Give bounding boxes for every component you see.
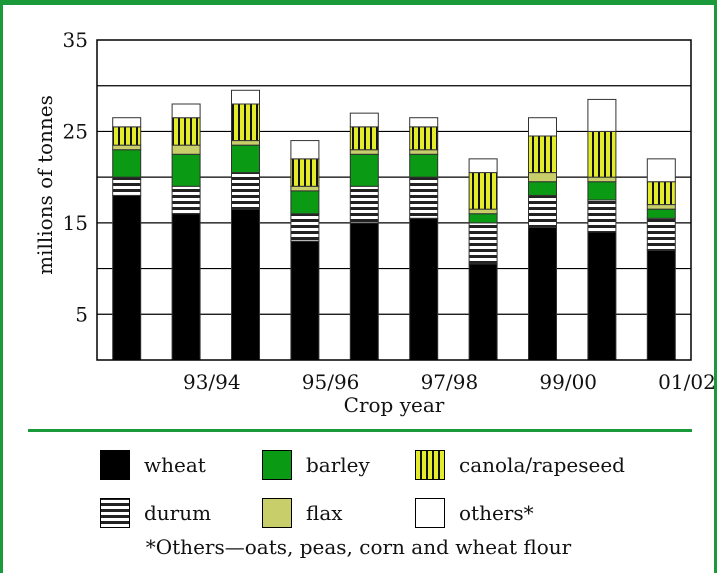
bar-segment-others bbox=[349, 112, 379, 128]
bar-segment-durum bbox=[231, 172, 260, 210]
bar-segment-durum bbox=[171, 185, 201, 215]
bar-segment-flax bbox=[587, 176, 617, 183]
bar-segment-wheat bbox=[171, 213, 201, 361]
others-swatch bbox=[415, 498, 445, 528]
legend-divider bbox=[28, 429, 692, 432]
wheat-swatch bbox=[100, 450, 130, 480]
x-tick-label: 93/94 bbox=[183, 370, 241, 394]
bar-segment-canola-rapeseed bbox=[409, 126, 439, 151]
bar-segment-wheat bbox=[646, 249, 676, 361]
legend-label-flax: flax bbox=[306, 501, 343, 525]
legend-label-wheat: wheat bbox=[144, 453, 206, 477]
bar-segment-canola-rapeseed bbox=[290, 158, 320, 187]
y-tick-labels: 5 15 25 35 bbox=[63, 28, 88, 326]
bar-segment-canola-rapeseed bbox=[468, 172, 498, 210]
legend-label-barley: barley bbox=[306, 453, 370, 477]
bar-segment-canola-rapeseed bbox=[171, 117, 201, 146]
bar-segment-barley bbox=[231, 144, 260, 174]
bar-segment-flax bbox=[409, 149, 439, 155]
bar-segment-flax bbox=[528, 172, 557, 183]
bar-segment-barley bbox=[468, 213, 498, 224]
bar-segment-barley bbox=[528, 181, 557, 196]
bar-segment-others bbox=[587, 98, 617, 132]
bar-segment-others bbox=[231, 89, 260, 105]
stacked-bar-chart: 5 15 25 35 93/94 95/96 97/98 99/00 01/02 millio… bbox=[33, 28, 716, 417]
bar-segment-durum bbox=[587, 199, 617, 233]
bar-segment-canola-rapeseed bbox=[112, 126, 142, 146]
bar-segment-others bbox=[528, 117, 557, 137]
bar-segment-durum bbox=[349, 185, 379, 224]
bar-segment-durum bbox=[409, 176, 439, 219]
x-tick-label: 01/02 bbox=[658, 370, 716, 394]
bar-segment-others bbox=[112, 117, 142, 128]
legend-item-others: others* bbox=[415, 498, 534, 528]
bar-segment-durum bbox=[290, 213, 320, 242]
bar-segment-durum bbox=[468, 222, 498, 265]
barley-swatch bbox=[262, 450, 292, 480]
bar-segment-barley bbox=[290, 190, 320, 215]
legend-label-others: others* bbox=[459, 501, 534, 525]
bar-segment-flax bbox=[112, 144, 142, 151]
bar-segment-barley bbox=[409, 153, 439, 178]
bar-segment-canola-rapeseed bbox=[528, 135, 557, 174]
bar-segment-flax bbox=[290, 185, 320, 192]
legend-item-durum: durum bbox=[100, 498, 211, 528]
flax-swatch bbox=[262, 498, 292, 528]
bar-segment-barley bbox=[349, 153, 379, 187]
x-tick-labels: 93/94 95/96 97/98 99/00 01/02 bbox=[183, 370, 716, 394]
bar-segment-wheat bbox=[468, 263, 498, 361]
plot-area-border bbox=[96, 39, 692, 361]
bar-segment-canola-rapeseed bbox=[349, 126, 379, 151]
bar-segment-barley bbox=[587, 181, 617, 201]
bar-segment-flax bbox=[171, 144, 201, 155]
bar-segment-wheat bbox=[290, 240, 320, 361]
x-tick-label: 95/96 bbox=[302, 370, 360, 394]
bar-segment-others bbox=[290, 140, 320, 160]
legend-footnote: *Others—oats, peas, corn and wheat flour bbox=[145, 535, 572, 559]
bar-segment-durum bbox=[646, 217, 676, 251]
bar-segment-flax bbox=[349, 149, 379, 155]
bar-segment-durum bbox=[112, 176, 142, 196]
bar-segment-barley bbox=[646, 208, 676, 219]
y-tick-label: 25 bbox=[63, 119, 88, 143]
legend-label-durum: durum bbox=[144, 501, 212, 525]
canola-swatch bbox=[415, 450, 445, 480]
y-tick-label: 5 bbox=[75, 302, 88, 326]
legend: wheat barley canola/rapeseed durum flax … bbox=[0, 440, 717, 573]
bar-segment-canola-rapeseed bbox=[231, 103, 260, 142]
bar-segment-wheat bbox=[112, 194, 142, 361]
bar-segment-barley bbox=[171, 153, 201, 187]
x-tick-label: 99/00 bbox=[539, 370, 597, 394]
bar-segment-canola-rapeseed bbox=[646, 181, 676, 206]
bar-segment-durum bbox=[528, 194, 557, 228]
bar-segment-wheat bbox=[409, 217, 439, 361]
legend-label-canola: canola/rapeseed bbox=[459, 453, 625, 477]
bar-segment-flax bbox=[468, 208, 498, 215]
bar-segment-others bbox=[646, 158, 676, 183]
bars-group bbox=[112, 89, 676, 361]
bar-segment-wheat bbox=[587, 231, 617, 361]
bar-segment-barley bbox=[112, 149, 142, 178]
bar-segment-flax bbox=[646, 204, 676, 210]
legend-item-barley: barley bbox=[262, 450, 370, 480]
x-axis-title: Crop year bbox=[344, 393, 445, 417]
y-tick-label: 35 bbox=[63, 28, 88, 52]
bar-segment-wheat bbox=[231, 208, 260, 361]
y-axis-title: millions of tonnes bbox=[33, 95, 57, 275]
legend-item-canola: canola/rapeseed bbox=[415, 450, 625, 480]
bar-segment-canola-rapeseed bbox=[587, 130, 617, 178]
legend-item-wheat: wheat bbox=[100, 450, 206, 480]
bar-segment-wheat bbox=[349, 222, 379, 361]
x-tick-label: 97/98 bbox=[421, 370, 479, 394]
bar-segment-flax bbox=[231, 140, 260, 146]
bar-segment-wheat bbox=[528, 226, 557, 361]
y-tick-label: 15 bbox=[63, 211, 88, 235]
durum-swatch bbox=[100, 498, 130, 528]
bar-segment-others bbox=[171, 103, 201, 119]
bar-segment-others bbox=[409, 117, 439, 128]
bar-segment-others bbox=[468, 158, 498, 174]
legend-item-flax: flax bbox=[262, 498, 343, 528]
